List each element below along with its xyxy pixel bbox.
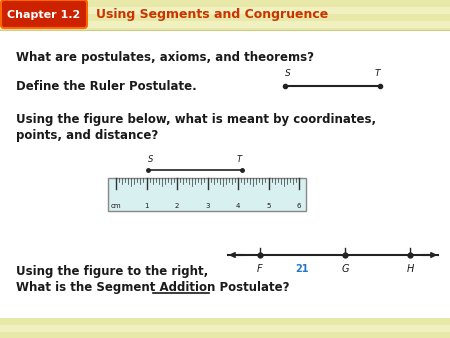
FancyBboxPatch shape [0,35,450,42]
FancyBboxPatch shape [0,315,450,322]
Text: 5: 5 [266,203,271,209]
FancyBboxPatch shape [0,175,450,182]
FancyBboxPatch shape [0,112,450,119]
FancyBboxPatch shape [0,196,450,203]
FancyBboxPatch shape [0,259,450,266]
FancyBboxPatch shape [0,28,450,35]
FancyBboxPatch shape [0,14,450,21]
FancyBboxPatch shape [1,0,87,28]
Text: Using the figure to the right,: Using the figure to the right, [16,266,208,279]
FancyBboxPatch shape [0,224,450,231]
Text: 4: 4 [236,203,240,209]
FancyBboxPatch shape [0,203,450,210]
Text: Define the Ruler Postulate.: Define the Ruler Postulate. [16,80,197,94]
FancyBboxPatch shape [0,140,450,147]
FancyBboxPatch shape [0,161,450,168]
FancyBboxPatch shape [0,77,450,84]
FancyBboxPatch shape [0,91,450,98]
FancyBboxPatch shape [0,238,450,245]
FancyBboxPatch shape [0,70,450,77]
FancyBboxPatch shape [0,273,450,280]
FancyBboxPatch shape [0,126,450,133]
FancyBboxPatch shape [0,318,450,325]
FancyBboxPatch shape [0,280,450,287]
FancyBboxPatch shape [0,63,450,70]
FancyBboxPatch shape [0,245,450,252]
FancyBboxPatch shape [0,84,450,91]
Text: Using Segments and Congruence: Using Segments and Congruence [96,8,328,21]
FancyBboxPatch shape [0,147,450,154]
FancyBboxPatch shape [0,168,450,175]
FancyBboxPatch shape [0,56,450,63]
Text: T: T [237,155,242,164]
FancyBboxPatch shape [0,49,450,56]
Text: S: S [148,155,153,164]
FancyBboxPatch shape [0,0,450,7]
FancyBboxPatch shape [0,42,450,49]
FancyBboxPatch shape [0,7,450,14]
Text: T: T [374,69,380,78]
Text: 21: 21 [296,264,309,274]
FancyBboxPatch shape [0,14,450,21]
FancyBboxPatch shape [0,182,450,189]
FancyBboxPatch shape [0,28,450,35]
FancyBboxPatch shape [0,189,450,196]
FancyBboxPatch shape [0,210,450,217]
FancyBboxPatch shape [0,119,450,126]
FancyBboxPatch shape [0,252,450,259]
Text: What is the Segment Addition Postulate?: What is the Segment Addition Postulate? [16,281,289,293]
Text: What are postulates, axioms, and theorems?: What are postulates, axioms, and theorem… [16,50,314,64]
FancyBboxPatch shape [0,336,450,338]
FancyBboxPatch shape [0,231,450,238]
FancyBboxPatch shape [0,0,450,30]
FancyBboxPatch shape [0,308,450,315]
FancyBboxPatch shape [0,266,450,273]
FancyBboxPatch shape [108,178,306,211]
Text: cm: cm [111,203,122,209]
FancyBboxPatch shape [0,294,450,301]
FancyBboxPatch shape [0,98,450,105]
Text: Chapter 1.2: Chapter 1.2 [7,9,81,20]
FancyBboxPatch shape [0,154,450,161]
Text: 3: 3 [205,203,210,209]
FancyBboxPatch shape [0,318,450,338]
Text: G: G [341,264,349,274]
FancyBboxPatch shape [0,21,450,28]
Text: Using the figure below, what is meant by coordinates,: Using the figure below, what is meant by… [16,114,376,126]
Text: H: H [406,264,414,274]
FancyBboxPatch shape [0,301,450,308]
FancyBboxPatch shape [0,329,450,336]
Text: 1: 1 [144,203,149,209]
FancyBboxPatch shape [0,217,450,224]
FancyBboxPatch shape [0,21,450,28]
Text: 2: 2 [175,203,179,209]
FancyBboxPatch shape [0,30,450,318]
FancyBboxPatch shape [0,133,450,140]
FancyBboxPatch shape [0,325,450,332]
Text: 6: 6 [297,203,301,209]
Text: S: S [285,69,291,78]
FancyBboxPatch shape [0,105,450,112]
FancyBboxPatch shape [0,7,450,14]
Text: points, and distance?: points, and distance? [16,128,158,142]
FancyBboxPatch shape [0,0,450,7]
FancyBboxPatch shape [0,322,450,329]
FancyBboxPatch shape [0,287,450,294]
Text: F: F [257,264,263,274]
FancyBboxPatch shape [0,332,450,338]
